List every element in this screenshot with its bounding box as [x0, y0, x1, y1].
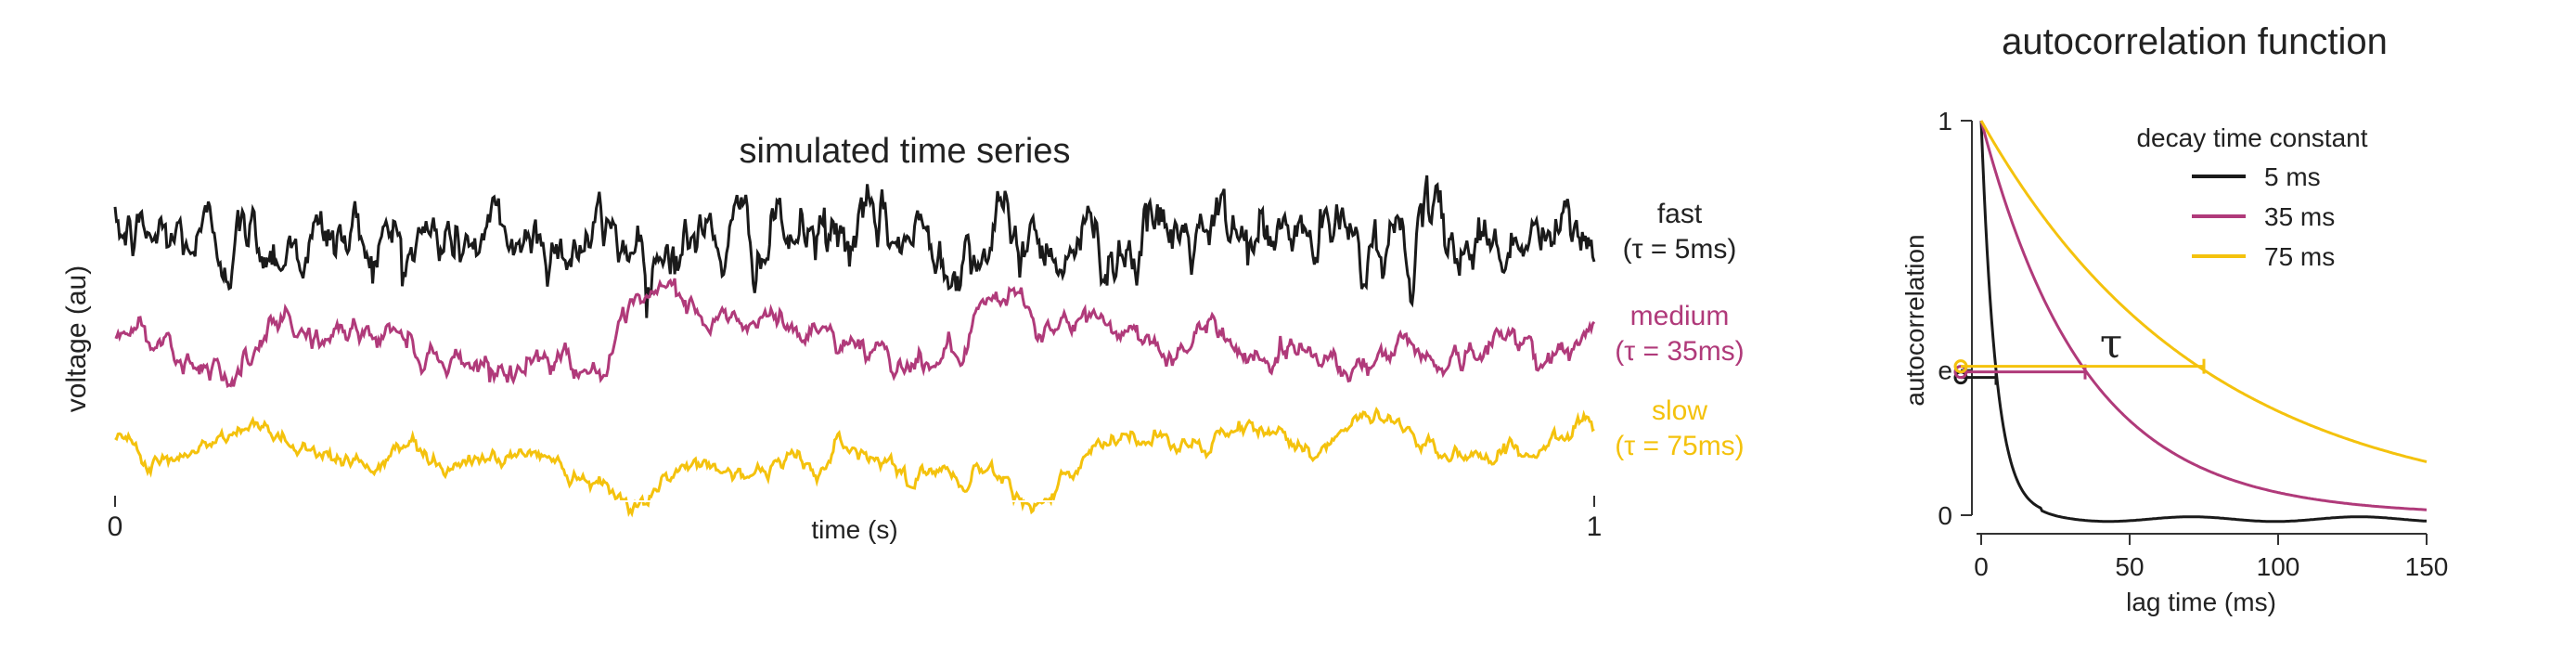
- time-series-line-medium: [114, 278, 1596, 389]
- acf-x-tick-label-0: 0: [1974, 552, 1989, 581]
- acf-x-tick-label-1: 50: [2115, 552, 2144, 581]
- tau-annotation: τ: [2100, 320, 2122, 368]
- series-label-medium: medium: [1630, 301, 1730, 331]
- acf-y-tick-label-2: 1: [1938, 107, 1952, 136]
- acf-y-tick-label-1: e: [1938, 356, 1952, 385]
- series-label-fast: fast: [1657, 199, 1703, 229]
- series-label-slow: slow: [1652, 395, 1707, 426]
- time-series-panel: simulated time series voltage (au) 0 1 t…: [61, 132, 1745, 544]
- acf-xlabel: lag time (ms): [2126, 588, 2276, 616]
- legend-label-35ms: 35 ms: [2264, 202, 2335, 231]
- time-series-line-slow: [114, 406, 1595, 518]
- time-series-lines: [113, 175, 1596, 518]
- tau-marker-dot-75ms: [1953, 359, 1968, 374]
- acf-legend: decay time constant 5 ms 35 ms 75 ms: [2136, 123, 2367, 271]
- acf-curve-35ms: [1979, 120, 2428, 511]
- time-series-ylabel: voltage (au): [61, 265, 92, 412]
- acf-x-tick-label-2: 100: [2257, 552, 2300, 581]
- acf-title: autocorrelation function: [2002, 21, 2388, 62]
- acf-curve-75ms: [1979, 120, 2428, 463]
- series-sublabel-slow: (τ = 75ms): [1615, 431, 1744, 461]
- x-tick-label-1: 1: [1587, 511, 1603, 542]
- legend-title: decay time constant: [2136, 123, 2367, 152]
- time-series-title: simulated time series: [740, 132, 1071, 171]
- time-series-xlabel: time (s): [811, 515, 897, 544]
- acf-curve-5ms: [1979, 120, 2427, 524]
- legend-label-5ms: 5 ms: [2264, 162, 2321, 191]
- acf-y-tick-label-0: 0: [1938, 501, 1952, 530]
- series-sublabel-fast: (τ = 5ms): [1623, 234, 1737, 265]
- acf-curves: [1953, 120, 2428, 524]
- acf-x-tick-label-3: 150: [2405, 552, 2449, 581]
- acf-ylabel: autocorrelation: [1900, 234, 1929, 406]
- legend-label-75ms: 75 ms: [2264, 242, 2335, 271]
- time-series-line-fast: [113, 175, 1596, 318]
- series-sublabel-medium: (τ = 35ms): [1615, 336, 1744, 367]
- autocorrelation-panel: autocorrelation function autocorrelation…: [1900, 21, 2448, 616]
- x-tick-label-0: 0: [108, 511, 123, 542]
